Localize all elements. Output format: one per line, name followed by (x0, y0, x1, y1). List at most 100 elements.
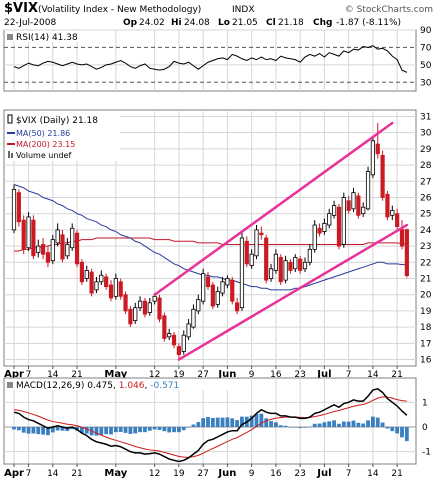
candle (50, 234, 55, 264)
candle-body (365, 171, 371, 210)
candle-body (152, 295, 157, 302)
candle-body (157, 297, 162, 320)
rsi-tick-label: 30 (420, 78, 432, 88)
candle (234, 297, 240, 315)
candle-body (89, 271, 94, 294)
date-tick-label: 21 (391, 370, 402, 380)
macd-histogram-bar (16, 427, 21, 431)
candle (404, 228, 409, 278)
candle (11, 184, 17, 234)
candle (196, 294, 201, 315)
candle-body (171, 334, 177, 346)
rsi-tick-label: 70 (420, 43, 432, 53)
candle (327, 208, 332, 229)
price-legend-label: $VIX (Daily) 21.18 (16, 116, 98, 126)
candle (89, 268, 94, 297)
price-tick-label: 24 (420, 226, 432, 236)
candle (65, 238, 70, 260)
date-tick-label: 14 (47, 370, 59, 380)
macd-histogram-bar (254, 413, 259, 427)
candle-body (123, 294, 128, 312)
channel-trendline (153, 121, 394, 296)
candle-legend-icon (7, 114, 13, 124)
change-label: Chg (313, 18, 332, 28)
candle (205, 272, 211, 290)
candle-body (395, 213, 400, 228)
macd-histogram-bar (118, 427, 123, 432)
candle (79, 259, 84, 285)
date-tick-label: 14 (47, 469, 59, 479)
candle-body (79, 261, 84, 283)
candle (16, 189, 21, 227)
candle (239, 231, 245, 311)
candle-body (181, 334, 186, 352)
candle-body (327, 213, 332, 226)
legend-item-ma50: MA(50) 21.86 (7, 129, 70, 138)
candle-body (142, 300, 148, 315)
candle-body (293, 257, 298, 270)
candle-body (176, 346, 181, 356)
candle (399, 220, 405, 250)
candle-body (356, 195, 361, 216)
candle-body (404, 229, 409, 276)
candle-body (108, 284, 114, 299)
macd-histogram-bar (172, 427, 176, 433)
macd-histogram-bar (385, 427, 390, 429)
candle (312, 220, 317, 253)
date-tick-label: 7 (26, 370, 32, 380)
candle-body (273, 253, 279, 271)
candle (230, 276, 235, 305)
candle (331, 200, 337, 219)
candle (26, 212, 31, 251)
candle (264, 234, 269, 284)
price-tick-label: 30 (420, 129, 432, 139)
price-panel: 16 17 18 19 20 21 22 23 24 25 26 27 28 29 30 31 $VIX (D… (3, 109, 432, 367)
date-tick-label: 27 (197, 469, 208, 479)
candle (171, 331, 177, 349)
date-tick-label: 16 (270, 469, 282, 479)
candle-body (249, 253, 254, 266)
candle-body (113, 278, 118, 297)
candle (293, 254, 298, 273)
macd-title-name: MACD(12,26,9) (16, 381, 84, 391)
candle-body (336, 206, 342, 247)
date-tick-label: 7 (346, 469, 352, 479)
candle (21, 215, 26, 255)
date-tick-label: 16 (270, 370, 282, 380)
macd-histogram-bar (162, 427, 167, 432)
candle-body (162, 315, 167, 339)
volume-legend-icon (8, 151, 10, 158)
date-tick-label: 14 (367, 469, 379, 479)
ma200-legend-label: MA(200) 23.15 (16, 140, 75, 149)
macd-histogram-bar (41, 427, 45, 435)
candle (385, 191, 390, 221)
change-value: -1.87 (-8.11%) (336, 18, 401, 28)
macd-histogram-bar (36, 427, 41, 435)
legend-item-volume: Volume undef (8, 151, 71, 160)
price-tick-label: 20 (420, 291, 432, 301)
macd-histogram-bar (293, 427, 298, 428)
candle-body (196, 299, 201, 312)
date-tick-label: Apr (4, 369, 24, 380)
macd-legend-swatch (7, 382, 13, 388)
price-tick-label: 18 (420, 323, 432, 333)
rsi-tick-label: 90 (420, 26, 432, 36)
macd-histogram-bar (337, 423, 341, 427)
candle-body (312, 224, 317, 250)
candle-body (307, 248, 312, 263)
candle-body (244, 240, 249, 265)
macd-title-signal: 1.046 (119, 381, 145, 391)
candle (167, 328, 172, 341)
candle-body (322, 223, 327, 232)
date-tick-label: 9 (249, 370, 255, 380)
candle (118, 278, 123, 300)
macd-title: MACD(12,26,9) 0.475, 1.046, -0.571 (16, 381, 179, 391)
macd-histogram-bar (210, 417, 215, 427)
macd-histogram-bar (46, 427, 50, 436)
date-tick-label: 21 (71, 469, 82, 479)
date-tick-label: 23 (294, 469, 305, 479)
macd-histogram-bar (177, 427, 181, 433)
candle-body (65, 244, 70, 257)
price-tick-label: 26 (420, 193, 432, 203)
